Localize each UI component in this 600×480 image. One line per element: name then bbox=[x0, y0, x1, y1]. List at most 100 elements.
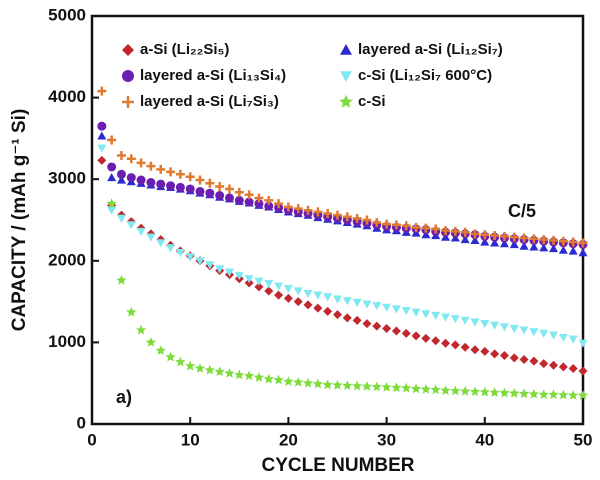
data-point bbox=[185, 360, 196, 371]
data-point bbox=[263, 373, 274, 384]
data-point bbox=[323, 208, 333, 218]
data-point bbox=[441, 226, 451, 236]
y-tick-label: 2000 bbox=[48, 250, 86, 269]
data-point bbox=[470, 318, 480, 327]
data-point bbox=[302, 377, 314, 388]
data-point bbox=[578, 366, 588, 376]
data-point bbox=[333, 310, 342, 320]
data-point bbox=[568, 335, 578, 344]
data-point bbox=[430, 384, 441, 395]
data-point bbox=[312, 378, 323, 389]
data-point bbox=[529, 242, 539, 251]
data-point bbox=[490, 349, 500, 359]
data-point bbox=[274, 290, 284, 300]
data-point bbox=[578, 339, 588, 348]
data-point bbox=[499, 323, 509, 332]
x-tick-label: 0 bbox=[87, 430, 96, 449]
data-point bbox=[352, 380, 363, 391]
data-point bbox=[224, 193, 234, 203]
data-point bbox=[568, 364, 578, 374]
data-point bbox=[126, 154, 136, 164]
legend-marker bbox=[122, 44, 134, 56]
data-point bbox=[528, 388, 539, 399]
data-point bbox=[558, 236, 568, 246]
data-point bbox=[372, 302, 382, 311]
data-point bbox=[460, 342, 470, 352]
data-point bbox=[322, 379, 333, 390]
data-point bbox=[549, 360, 559, 370]
data-point bbox=[333, 295, 342, 304]
data-point bbox=[480, 346, 490, 356]
data-point bbox=[440, 385, 451, 395]
data-point bbox=[548, 389, 559, 399]
data-point bbox=[264, 280, 274, 289]
legend-label: layered a-Si (Li₁₂Si₇) bbox=[358, 41, 503, 58]
x-tick-label: 10 bbox=[181, 430, 200, 449]
data-point bbox=[509, 232, 519, 242]
data-point bbox=[126, 306, 137, 317]
data-point bbox=[431, 224, 441, 234]
data-point bbox=[323, 293, 333, 302]
data-point bbox=[97, 144, 107, 153]
data-point bbox=[166, 244, 176, 253]
data-point bbox=[352, 298, 362, 307]
data-point bbox=[558, 362, 568, 372]
data-point bbox=[342, 212, 352, 222]
data-point bbox=[352, 315, 362, 325]
data-point bbox=[371, 381, 382, 392]
data-point bbox=[568, 246, 578, 255]
data-point bbox=[441, 313, 451, 322]
data-point bbox=[460, 386, 471, 396]
data-point bbox=[195, 186, 205, 196]
data-point bbox=[175, 169, 185, 179]
data-point bbox=[549, 235, 559, 245]
data-point bbox=[549, 244, 559, 253]
data-point bbox=[185, 253, 195, 262]
data-point bbox=[313, 291, 323, 300]
data-point bbox=[361, 381, 373, 391]
data-point bbox=[372, 321, 382, 331]
data-point bbox=[519, 326, 529, 335]
data-point bbox=[244, 370, 255, 381]
data-point bbox=[244, 197, 254, 207]
data-point bbox=[313, 207, 323, 217]
x-tick-label: 20 bbox=[279, 430, 298, 449]
data-point bbox=[333, 210, 342, 220]
data-point bbox=[401, 306, 411, 316]
data-point bbox=[264, 201, 274, 211]
data-point bbox=[558, 389, 569, 400]
y-axis-label: CAPACITY / (mAh g⁻¹ Si) bbox=[9, 109, 30, 332]
data-point bbox=[136, 324, 147, 335]
data-point bbox=[382, 303, 392, 312]
data-point bbox=[372, 217, 382, 227]
data-point bbox=[411, 222, 421, 232]
data-point bbox=[146, 233, 156, 242]
data-point bbox=[323, 306, 333, 316]
data-point bbox=[509, 388, 520, 398]
data-point bbox=[224, 184, 234, 194]
data-point bbox=[97, 131, 107, 140]
data-point bbox=[254, 282, 264, 292]
data-point bbox=[539, 235, 549, 245]
data-point bbox=[264, 195, 274, 205]
data-point bbox=[303, 205, 313, 215]
data-point bbox=[470, 229, 480, 239]
data-point bbox=[529, 234, 539, 244]
data-point bbox=[215, 191, 225, 201]
data-point bbox=[401, 382, 412, 393]
data-point bbox=[254, 193, 264, 203]
data-point bbox=[303, 289, 313, 298]
data-point bbox=[480, 320, 490, 329]
data-point bbox=[480, 237, 490, 246]
data-point bbox=[136, 158, 146, 168]
data-point bbox=[529, 356, 539, 366]
data-point bbox=[195, 175, 205, 185]
data-point bbox=[342, 380, 353, 390]
data-point bbox=[460, 235, 470, 244]
data-point bbox=[391, 220, 401, 230]
data-point bbox=[303, 300, 313, 310]
data-point bbox=[470, 235, 480, 244]
data-point bbox=[411, 331, 421, 341]
data-point bbox=[107, 173, 117, 182]
